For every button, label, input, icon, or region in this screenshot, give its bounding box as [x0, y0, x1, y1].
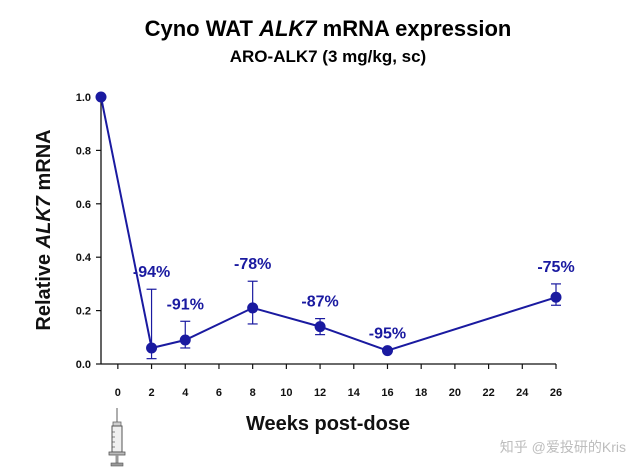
data-point: [314, 321, 326, 333]
x-axis-label: Weeks post-dose: [246, 413, 410, 435]
data-label: -95%: [369, 326, 406, 343]
y-axis: 0.0 0.2 0.4 0.6 0.8 1.0: [76, 92, 102, 371]
data-point: [95, 91, 107, 103]
data-point: [550, 291, 562, 303]
data-label: -78%: [234, 256, 271, 273]
x-tick-label: 6: [216, 387, 222, 399]
data-point: [146, 342, 158, 354]
x-tick-label: 4: [182, 387, 189, 399]
x-tick-label: 16: [381, 387, 393, 399]
data-label: -94%: [133, 264, 170, 281]
y-tick-label: 0.2: [76, 306, 91, 318]
x-tick-label: 12: [314, 387, 326, 399]
x-tick-label: 8: [250, 387, 256, 399]
watermark: 知乎 @爱投研的Kris: [500, 439, 626, 455]
y-tick-label: 0.8: [76, 145, 91, 157]
data-label: -87%: [301, 294, 338, 311]
x-tick-label: 22: [482, 387, 494, 399]
y-tick-label: 1.0: [76, 92, 91, 104]
chart-subtitle: ARO-ALK7 (3 mg/kg, sc): [230, 47, 426, 66]
chart-title: Cyno WAT ALK7 mRNA expression: [145, 16, 512, 41]
x-tick-label: 26: [550, 387, 562, 399]
data-point: [381, 345, 393, 357]
y-axis-label: Relative ALK7 mRNA: [33, 129, 55, 330]
data-label: -91%: [167, 296, 204, 313]
data-point: [179, 334, 191, 346]
x-axis: 0 2 4 6 8 10 12 14 16 18 20 22 24 26: [101, 363, 562, 399]
x-tick-label: 14: [348, 387, 361, 399]
data-label: -75%: [537, 259, 574, 276]
data-point: [247, 302, 259, 314]
x-tick-label: 20: [449, 387, 461, 399]
plot-area: -94% -91% -78% -87% -95% -75%: [95, 91, 575, 360]
y-tick-label: 0.4: [76, 252, 92, 264]
x-tick-label: 10: [280, 387, 292, 399]
syringe-icon: [108, 408, 126, 467]
y-tick-label: 0.6: [76, 199, 91, 211]
y-tick-label: 0.0: [76, 359, 91, 371]
x-tick-label: 0: [115, 387, 121, 399]
x-tick-label: 24: [516, 387, 529, 399]
x-tick-label: 18: [415, 387, 427, 399]
x-tick-label: 2: [148, 387, 154, 399]
